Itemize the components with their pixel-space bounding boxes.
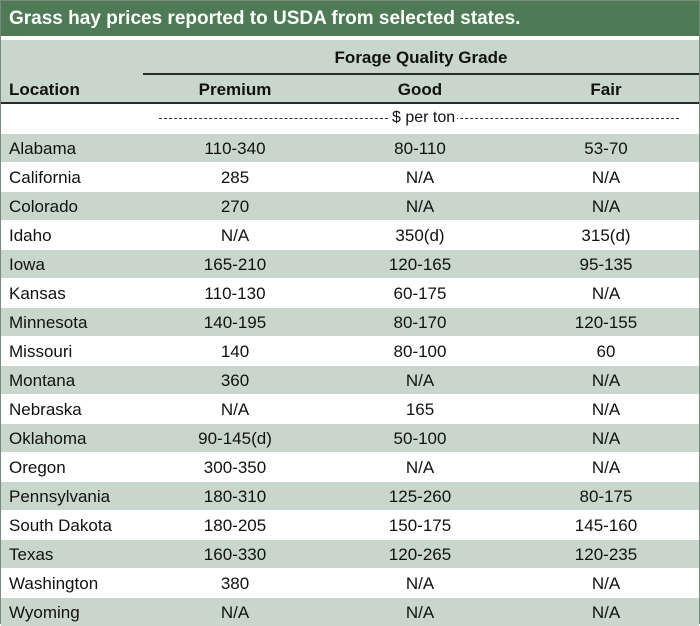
cell-location: Colorado [9,197,78,216]
table-title: Grass hay prices reported to USDA from s… [1,1,699,38]
cell-location: Missouri [9,342,73,361]
cell-premium: 300-350 [203,458,267,477]
column-header-location: Location [9,80,80,99]
table-row: Montana 360 N/A N/A [1,365,699,394]
cell-good: 120-265 [388,545,452,564]
cell-good: 80-100 [393,342,447,361]
table-body: Alabama 110-340 80-110 53-70 California 285 N/… [1,133,699,626]
cell-fair: 95-135 [579,255,633,274]
cell-premium: N/A [220,400,250,419]
cell-premium: 360 [220,371,250,390]
table-row: Washington 380 N/A N/A [1,568,699,597]
cell-location: Montana [9,371,76,390]
cell-fair: 60 [596,342,616,361]
cell-good: N/A [405,603,435,622]
cell-premium: 160-330 [203,545,267,564]
cell-premium: 380 [220,574,250,593]
cell-premium: 285 [220,168,250,187]
cell-fair: N/A [591,603,621,622]
cell-good: 60-175 [393,284,447,303]
cell-premium: 140 [220,342,250,361]
cell-location: Kansas [9,284,66,303]
cell-location: Washington [9,574,99,593]
cell-good: 350(d) [395,226,445,245]
cell-premium: 270 [220,197,250,216]
cell-location: Minnesota [9,313,88,332]
cell-good: 50-100 [393,429,447,448]
cell-good: 80-110 [394,139,446,158]
table-row: Nebraska N/A 165 N/A [1,394,699,423]
cell-premium: N/A [220,603,250,622]
table-row: Colorado 270 N/A N/A [1,191,699,220]
cell-premium: 180-205 [203,516,267,535]
cell-fair: N/A [591,458,621,477]
cell-fair: 315(d) [581,226,631,245]
cell-fair: 120-155 [574,313,638,332]
column-header-premium: Premium [198,80,272,99]
table-row: Wyoming N/A N/A N/A [1,597,699,626]
table-row: Missouri 140 80-100 60 [1,336,699,365]
table-row: South Dakota 180-205 150-175 145-160 [1,510,699,539]
cell-fair: N/A [591,400,621,419]
cell-location: Iowa [9,255,45,274]
cell-location: Oklahoma [9,429,87,448]
cell-location: Oregon [9,458,66,477]
table-row: Alabama 110-340 80-110 53-70 [1,133,699,162]
cell-good: 150-175 [388,516,452,535]
cell-location: Wyoming [9,603,80,622]
cell-fair: N/A [591,197,621,216]
cell-premium: 140-195 [203,313,267,332]
cell-good: 80-170 [393,313,447,332]
table-header: Forage Quality Grade Location Premium Go… [1,40,699,102]
group-underline [143,73,699,75]
cell-fair: N/A [591,284,621,303]
cell-good: 165 [405,400,435,419]
cell-fair: 53-70 [584,139,628,158]
cell-fair: 120-235 [574,545,638,564]
cell-location: Texas [9,545,54,564]
table-row: Oregon 300-350 N/A N/A [1,452,699,481]
table-row: Pennsylvania 180-310 125-260 80-175 [1,481,699,510]
units-label: $ per ton [390,109,458,127]
cell-location: Nebraska [9,400,82,419]
cell-good: N/A [405,371,435,390]
cell-good: N/A [405,458,435,477]
cell-location: Pennsylvania [9,487,111,506]
cell-location: Alabama [9,139,77,158]
cell-good: N/A [405,574,435,593]
cell-premium: 165-210 [203,255,267,274]
table-row: Idaho N/A 350(d) 315(d) [1,220,699,249]
table-row: Minnesota 140-195 80-170 120-155 [1,307,699,336]
cell-location: California [9,168,81,187]
cell-good: 120-165 [388,255,452,274]
table-row: Kansas 110-130 60-175 N/A [1,278,699,307]
cell-fair: 80-175 [579,487,633,506]
column-header-good: Good [397,80,443,99]
cell-premium: 180-310 [203,487,267,506]
cell-fair: N/A [591,429,621,448]
units-row: $ per ton [1,104,699,133]
cell-good: 125-260 [388,487,452,506]
group-header: Forage Quality Grade [334,48,508,67]
cell-location: Idaho [9,226,52,245]
header-divider [1,102,699,104]
cell-fair: N/A [591,574,621,593]
cell-location: South Dakota [9,516,113,535]
cell-good: N/A [405,197,435,216]
cell-fair: N/A [591,168,621,187]
table-row: Texas 160-330 120-265 120-235 [1,539,699,568]
column-header-fair: Fair [590,80,622,99]
table-row: Iowa 165-210 120-165 95-135 [1,249,699,278]
cell-fair: 145-160 [574,516,638,535]
table-row: California 285 N/A N/A [1,162,699,191]
cell-premium: N/A [220,226,250,245]
cell-good: N/A [405,168,435,187]
cell-premium: 110-340 [204,139,266,158]
cell-fair: N/A [591,371,621,390]
cell-premium: 90-145(d) [198,429,272,448]
cell-premium: 110-130 [204,284,266,303]
table-row: Oklahoma 90-145(d) 50-100 N/A [1,423,699,452]
